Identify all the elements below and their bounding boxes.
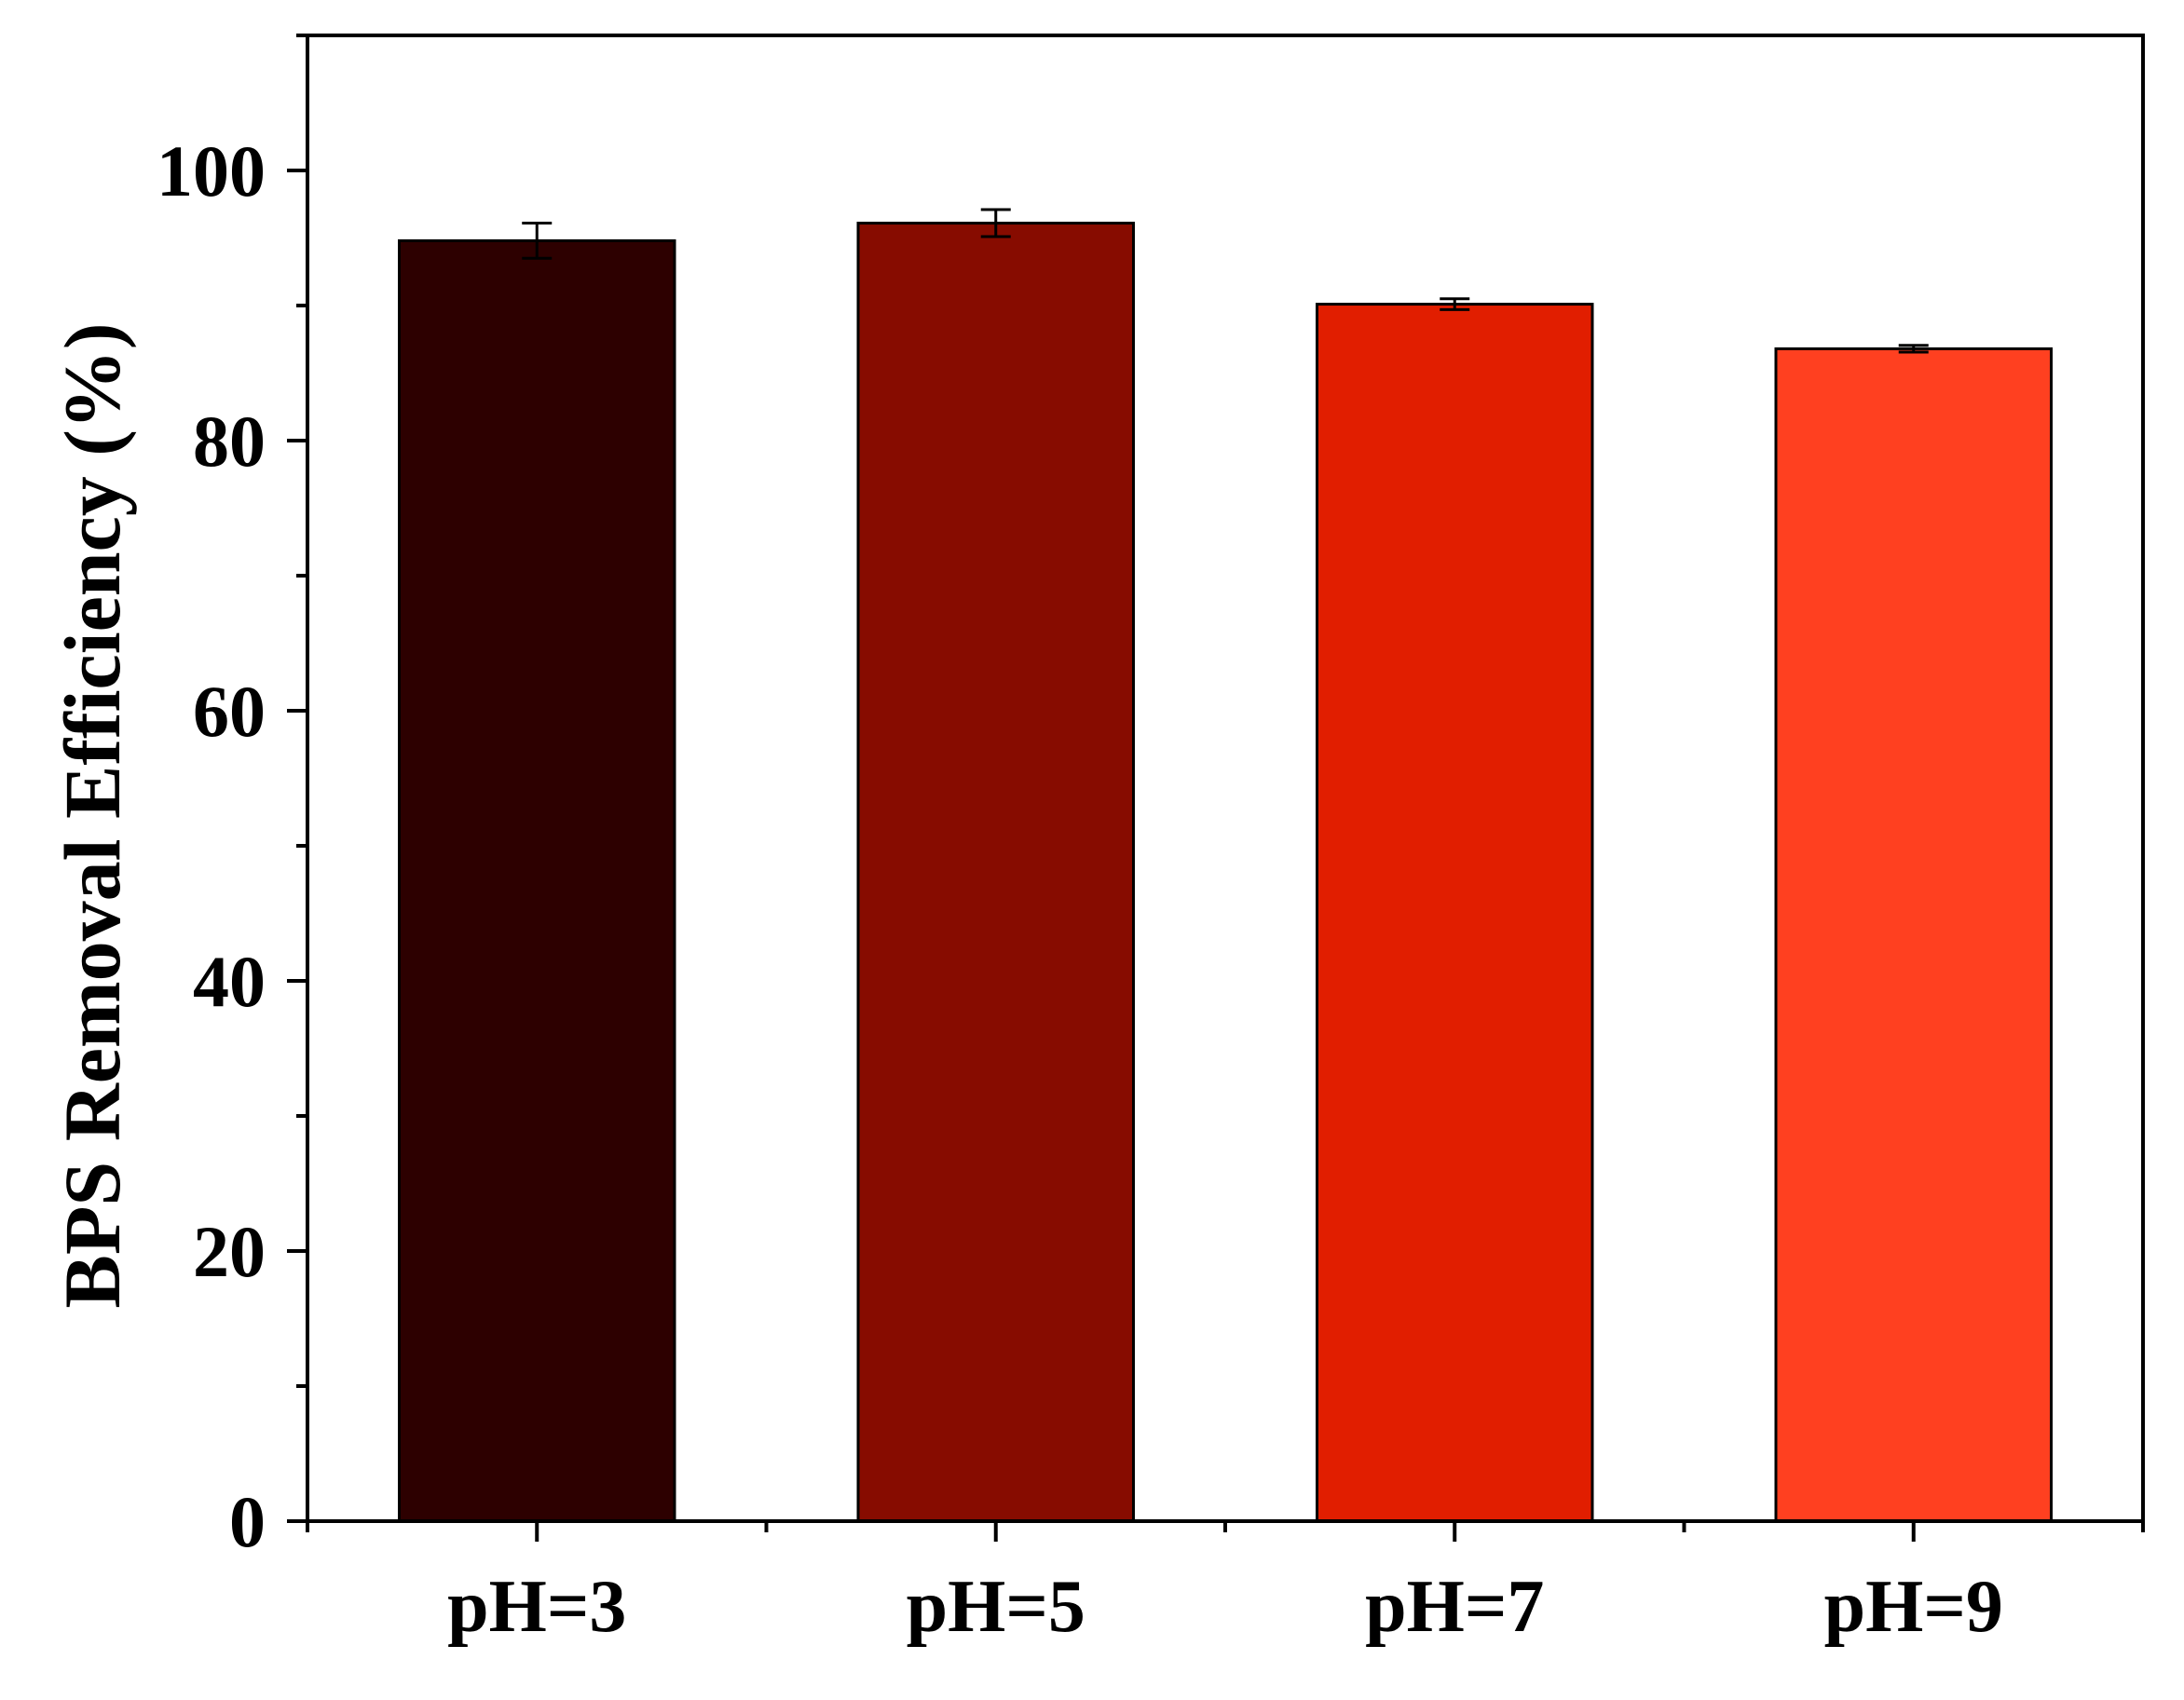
y-tick-label: 40 <box>193 941 266 1022</box>
x-tick-label: pH=9 <box>1824 1566 2003 1648</box>
y-tick-label: 100 <box>157 130 266 211</box>
y-axis-title: BPS Removal Efficiency (%) <box>48 322 137 1308</box>
error-bars-layer <box>522 208 1929 354</box>
x-tick-label: pH=7 <box>1365 1566 1544 1648</box>
bars-layer <box>398 222 2053 1523</box>
y-tick-label: 60 <box>193 671 266 752</box>
bar-ph-9 <box>1774 347 2053 1523</box>
y-tick-label: 0 <box>229 1481 266 1562</box>
x-tick-label: pH=5 <box>907 1566 1085 1648</box>
y-axis-ticks: 0 20 40 60 80 100 <box>157 34 307 1562</box>
bar-ph-3 <box>398 238 676 1523</box>
x-tick-label: pH=3 <box>447 1566 626 1648</box>
x-axis-ticks: pH=3 pH=5 pH=7 pH=9 <box>306 1521 2145 1648</box>
bar-ph-5 <box>856 222 1135 1523</box>
y-tick-label: 20 <box>193 1211 266 1292</box>
y-tick-label: 80 <box>193 401 266 482</box>
bar-ph-7 <box>1316 303 1594 1523</box>
